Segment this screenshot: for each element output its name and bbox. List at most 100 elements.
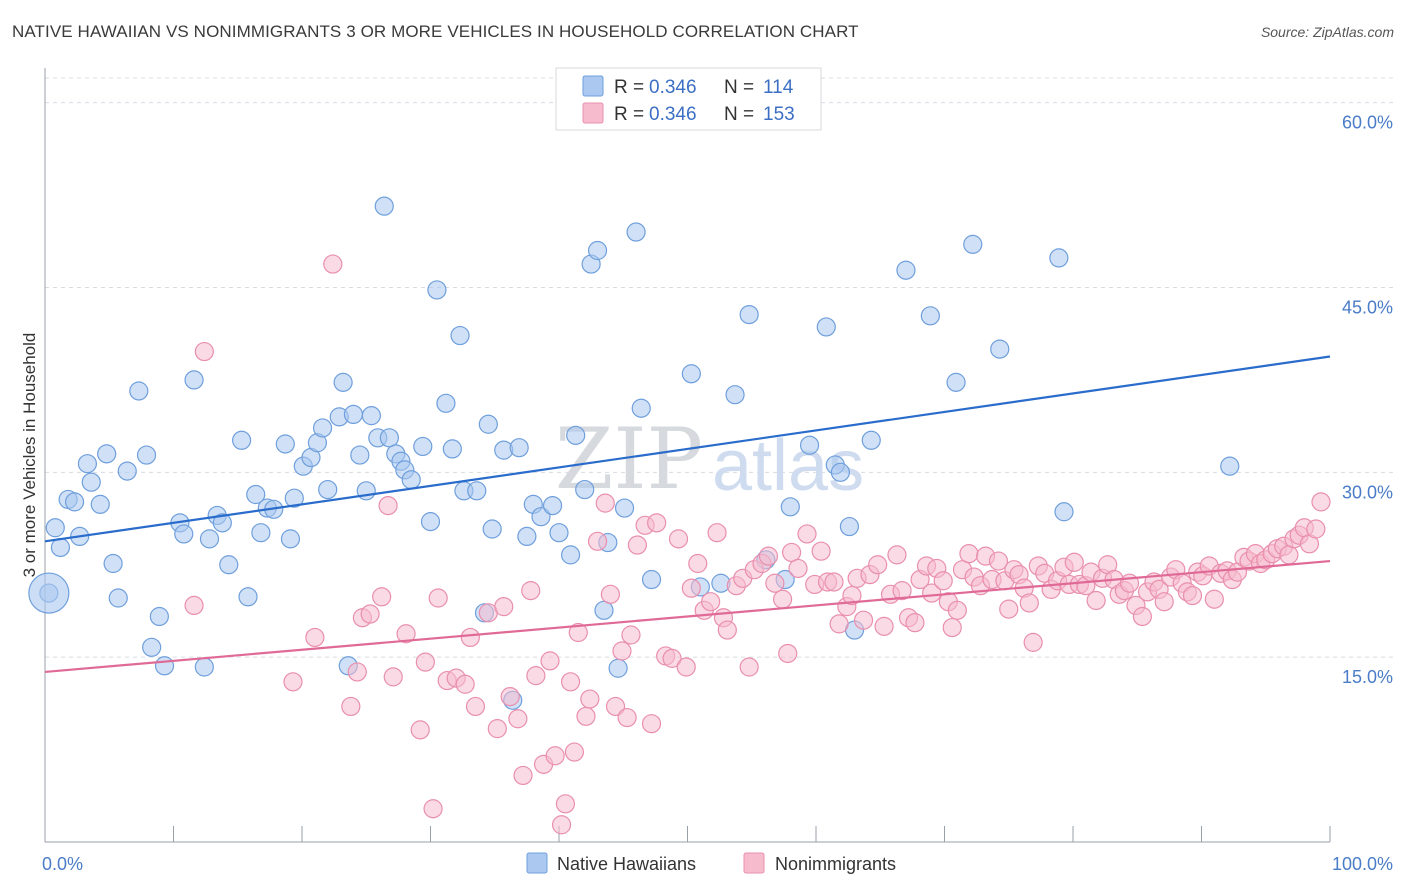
native-hawaiians-points — [28, 196, 1240, 710]
nonimmigrants-point — [765, 573, 785, 593]
nonimmigrants-point — [305, 627, 325, 648]
native-hawaiians-point — [238, 587, 258, 607]
native-hawaiians-point — [246, 484, 266, 505]
nonimmigrants-point — [887, 545, 907, 565]
nonimmigrants-point — [662, 648, 682, 668]
y-axis-label: 3 or more Vehicles in Household — [20, 333, 39, 578]
x-tick-label-max: 100.0% — [1332, 854, 1393, 874]
nonimmigrants-point — [1019, 593, 1039, 613]
nonimmigrants-point — [701, 592, 721, 612]
nonimmigrants-point — [560, 672, 581, 692]
nonimmigrants-point — [1154, 592, 1174, 612]
native-hawaiians-point — [117, 461, 137, 481]
native-hawaiians-point — [194, 657, 214, 677]
native-hawaiians-point — [129, 381, 149, 401]
y-tick-label: 30.0% — [1342, 482, 1393, 502]
nonimmigrants-point — [580, 689, 600, 709]
nonimmigrants-point — [676, 657, 696, 677]
bottom-legend-native-hawaiians: Native Hawaiians — [557, 854, 696, 874]
native-hawaiians-point — [136, 445, 157, 465]
native-hawaiians-point — [614, 498, 635, 518]
legend-r-label-1: R = — [614, 104, 644, 125]
native-hawaiians-point — [631, 398, 651, 418]
nonimmigrants-point — [947, 600, 967, 620]
nonimmigrants-point — [617, 707, 637, 728]
nonimmigrants-point — [347, 662, 367, 682]
nonimmigrants-point — [500, 686, 520, 707]
nonimmigrants-points — [184, 254, 1331, 835]
nonimmigrants-point — [540, 651, 560, 671]
native-hawaiians-point — [739, 304, 759, 325]
native-hawaiians-point — [149, 606, 169, 627]
chart-title: NATIVE HAWAIIAN VS NONIMMIGRANTS 3 OR MO… — [12, 22, 859, 41]
nonimmigrants-point — [455, 674, 475, 694]
native-hawaiians-point — [81, 472, 101, 492]
native-hawaiians-point — [333, 372, 353, 392]
nonimmigrants-point — [988, 551, 1009, 571]
legend-n-value-1: 153 — [763, 104, 795, 125]
nonimmigrants-point — [513, 765, 533, 786]
native-hawaiians-point — [560, 545, 581, 565]
native-hawaiians-trend-line — [44, 355, 1331, 543]
native-hawaiians-point — [427, 280, 447, 300]
nonimmigrants-point — [853, 610, 874, 630]
nonimmigrants-point — [600, 584, 621, 604]
nonimmigrants-point — [811, 541, 831, 561]
native-hawaiians-point — [154, 656, 175, 676]
nonimmigrants-point — [194, 341, 214, 362]
nonimmigrants-point — [605, 696, 626, 717]
native-hawaiians-point — [50, 537, 71, 558]
native-hawaiians-point — [312, 418, 333, 438]
bottom-legend-swatch-native-hawaiians — [526, 852, 548, 874]
native-hawaiians-point — [575, 479, 595, 500]
native-hawaiians-point — [142, 637, 162, 657]
native-hawaiians-point — [482, 519, 502, 539]
native-hawaiians-point — [97, 444, 117, 464]
nonimmigrants-point — [641, 714, 662, 734]
nonimmigrants-point — [758, 546, 779, 566]
y-axis-tick-labels: 15.0% 30.0% 45.0% 60.0% — [1342, 113, 1393, 688]
native-hawaiians-point — [478, 414, 498, 434]
native-hawaiians-point — [232, 430, 252, 450]
native-hawaiians-point — [420, 512, 441, 532]
native-hawaiians-point — [780, 497, 800, 517]
y-tick-label: 15.0% — [1342, 667, 1393, 687]
nonimmigrants-point — [627, 535, 647, 555]
nonimmigrants-point — [781, 542, 802, 563]
nonimmigrants-point — [829, 614, 849, 634]
native-hawaiians-point — [542, 495, 563, 516]
native-hawaiians-point — [566, 425, 586, 445]
native-hawaiians-point — [920, 306, 940, 326]
legend-n-value-0: 114 — [763, 77, 794, 98]
nonimmigrants-point — [378, 495, 398, 516]
native-hawaiians-point — [681, 364, 701, 384]
nonimmigrants-point — [1064, 552, 1084, 572]
nonimmigrants-point — [688, 553, 708, 574]
nonimmigrants-point — [717, 620, 737, 640]
bottom-legend-nonimmigrants: Nonimmigrants — [775, 854, 896, 874]
native-hawaiians-point — [103, 553, 123, 574]
native-hawaiians-point — [275, 434, 295, 454]
native-hawaiians-point — [963, 234, 983, 254]
legend-swatch-nonimmigrants — [582, 102, 604, 124]
nonimmigrants-point — [415, 652, 435, 672]
native-hawaiians-point — [816, 317, 836, 337]
native-hawaiians-point — [990, 339, 1010, 359]
nonimmigrants-point — [1086, 590, 1106, 611]
native-hawaiians-point — [361, 406, 381, 426]
nonimmigrants-point — [1279, 545, 1299, 565]
nonimmigrants-point — [1204, 589, 1224, 609]
nonimmigrants-point — [283, 672, 303, 692]
native-hawaiians-point — [374, 196, 394, 216]
native-hawaiians-point — [219, 555, 239, 575]
native-hawaiians-point — [608, 658, 628, 678]
nonimmigrants-point — [396, 624, 416, 644]
source-credit: Source: ZipAtlas.com — [1260, 24, 1394, 40]
native-hawaiians-point — [450, 325, 470, 346]
nonimmigrants-point — [410, 720, 430, 740]
native-hawaiians-point — [594, 600, 614, 620]
nonimmigrants-point — [681, 578, 701, 598]
nonimmigrants-point — [341, 696, 361, 717]
native-hawaiians-point — [1054, 502, 1074, 522]
nonimmigrants-point — [824, 572, 844, 592]
